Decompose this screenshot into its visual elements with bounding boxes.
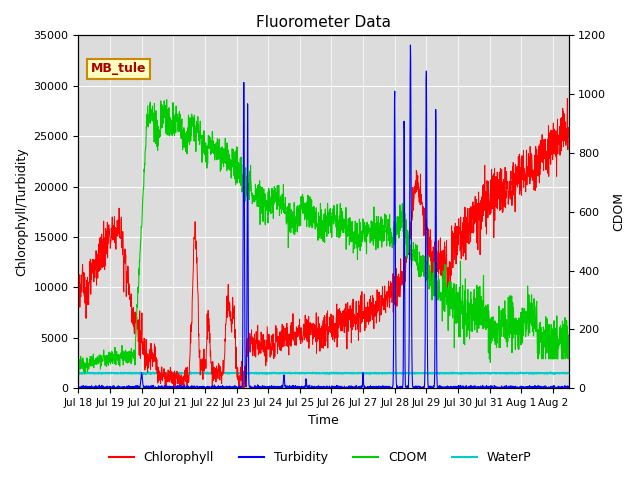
X-axis label: Time: Time: [308, 414, 339, 427]
Title: Fluorometer Data: Fluorometer Data: [256, 15, 391, 30]
Legend: Chlorophyll, Turbidity, CDOM, WaterP: Chlorophyll, Turbidity, CDOM, WaterP: [104, 446, 536, 469]
Text: MB_tule: MB_tule: [91, 62, 146, 75]
Y-axis label: CDOM: CDOM: [612, 192, 625, 231]
Y-axis label: Chlorophyll/Turbidity: Chlorophyll/Turbidity: [15, 147, 28, 276]
